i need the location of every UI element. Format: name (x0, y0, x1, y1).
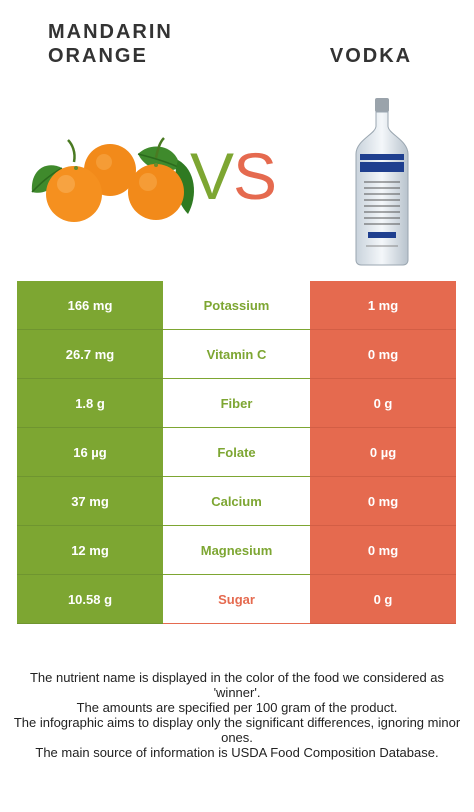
right-value-cell: 1 mg (310, 281, 456, 330)
table-row: 16 µg Folate 0 µg (17, 428, 456, 477)
table-row: 1.8 g Fiber 0 g (17, 379, 456, 428)
right-food-title-text: VODKA (329, 45, 413, 67)
footnote-amounts: The amounts are specified per 100 gram o… (76, 700, 398, 715)
left-value-cell: 12 mg (17, 526, 163, 575)
table-row: 37 mg Calcium 0 mg (17, 477, 456, 526)
left-food-title: MANDARIN ORANGE (48, 20, 173, 68)
footnote-source: The main source of information is USDA F… (35, 745, 439, 760)
footnote-differences: The infographic aims to display only the… (13, 715, 461, 745)
footnote-winner: The nutrient name is displayed in the co… (29, 670, 445, 700)
left-value-cell: 37 mg (17, 477, 163, 526)
right-value-cell: 0 g (310, 379, 456, 428)
left-food-title-line2: ORANGE (48, 45, 148, 67)
right-value-cell: 0 µg (310, 428, 456, 477)
footnotes: The nutrient name is displayed in the co… (10, 670, 464, 760)
table-row: 12 mg Magnesium 0 mg (17, 526, 456, 575)
left-value-cell: 10.58 g (17, 575, 163, 624)
table-row: 166 mg Potassium 1 mg (17, 281, 456, 330)
right-value-cell: 0 mg (310, 526, 456, 575)
nutrient-name-cell: Sugar (163, 575, 310, 624)
right-food-title: VODKA (0, 44, 474, 68)
vs-v-letter: V (190, 139, 234, 213)
left-value-cell: 166 mg (17, 281, 163, 330)
mandarin-oranges-illustration (31, 137, 194, 222)
right-value-cell: 0 mg (310, 477, 456, 526)
right-value-cell: 0 mg (310, 330, 456, 379)
left-food-title-line1: MANDARIN (48, 21, 173, 43)
left-value-cell: 16 µg (17, 428, 163, 477)
nutrient-name-cell: Folate (163, 428, 310, 477)
right-value-cell: 0 g (310, 575, 456, 624)
vs-label: VS (190, 136, 277, 216)
nutrient-name-cell: Fiber (163, 379, 310, 428)
nutrient-name-cell: Magnesium (163, 526, 310, 575)
vodka-bottle-illustration (355, 98, 409, 266)
left-value-cell: 1.8 g (17, 379, 163, 428)
vs-s-letter: S (233, 139, 277, 213)
nutrient-name-cell: Calcium (163, 477, 310, 526)
table-row: 10.58 g Sugar 0 g (17, 575, 456, 624)
nutrient-name-cell: Potassium (163, 281, 310, 330)
nutrient-name-cell: Vitamin C (163, 330, 310, 379)
left-value-cell: 26.7 mg (17, 330, 163, 379)
